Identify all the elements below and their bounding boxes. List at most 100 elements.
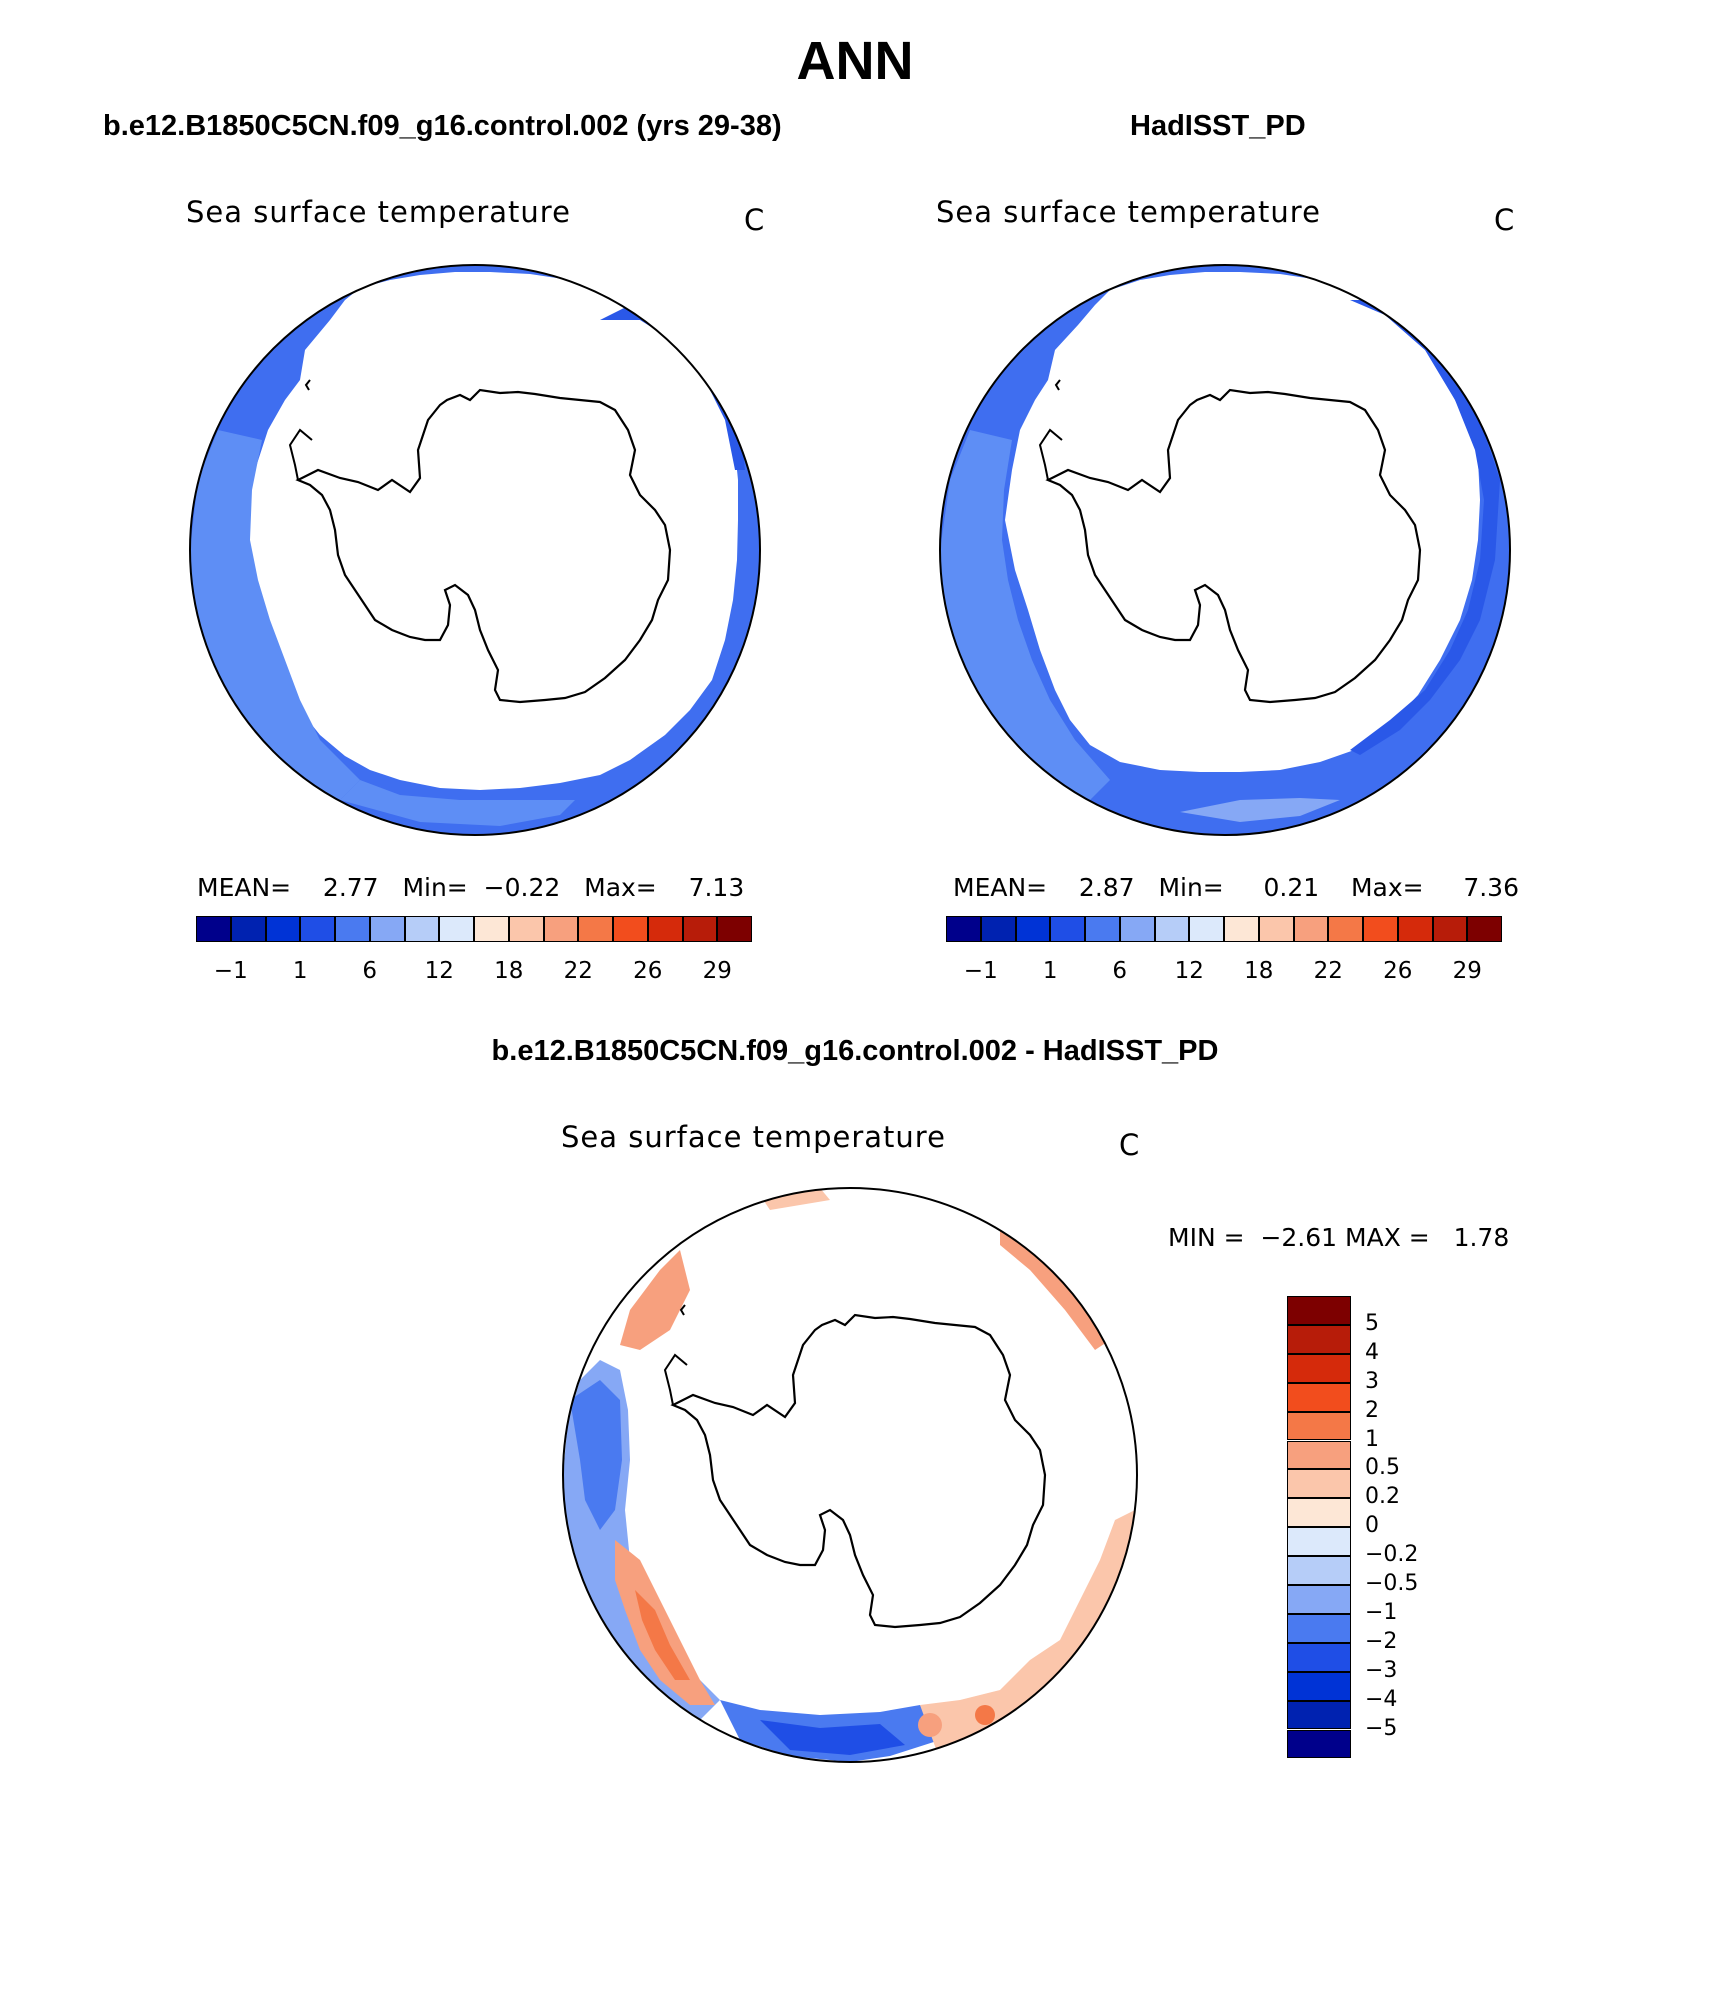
diff-colorbar-box [1287,1353,1351,1383]
panel2-stats: MEAN= 2.87 Min= 0.21 Max= 7.36 [953,873,1519,902]
diff-colorbar-box [1287,1382,1351,1412]
panel1-variable-title: Sea surface temperature [186,195,571,229]
panel1-mean-label: MEAN= [197,873,292,902]
panel2-min-value: 0.21 [1263,873,1320,902]
panel1-colorbar-box [543,916,579,942]
panel2-colorbar-box [1258,916,1294,942]
panel1-colorbar-label: 22 [563,958,593,984]
panel1-colorbar-label: 1 [292,958,308,984]
panel2-colorbar-label: 26 [1383,958,1413,984]
panel2-max-value: 7.36 [1463,873,1519,902]
diff-positive-north-west [620,1250,690,1350]
panel1-case-title: b.e12.B1850C5CN.f09_g16.control.002 (yrs… [103,110,782,142]
panel1-colorbar-label: −1 [213,958,248,984]
panel1-colorbar-box [508,916,544,942]
diff-colorbar-label: 3 [1365,1368,1379,1394]
panel1-min-value: −0.22 [483,873,561,902]
panel2-colorbar-box [1154,916,1190,942]
panel1-colorbar-box [230,916,266,942]
diff-min-label: MIN = [1168,1223,1245,1252]
panel2-antarctica-coastline [1045,388,1422,704]
panel1-mean-value: 2.77 [322,873,379,902]
panel1-max-label: Max= [584,873,657,902]
panel1-colorbar-label: 6 [362,958,378,984]
panel1-colorbar-box [196,916,231,942]
panel2-island [1054,379,1061,391]
panel1-peninsula-coastline [288,428,313,481]
diff-colorbar-box [1287,1324,1351,1354]
panel1-colorbar-label: 26 [633,958,663,984]
panel2-cold-patch [1350,300,1500,755]
diff-max-label: MAX = [1345,1223,1430,1252]
panel1-colorbar-box [474,916,509,942]
diff-positive-core [635,1590,690,1680]
panel2-colorbar-label: 6 [1112,958,1128,984]
panel1-colorbar: −1 1 6 12 18 22 26 29 [196,916,752,986]
diff-stats: MIN = −2.61 MAX = 1.78 [1168,1223,1509,1252]
diff-colorbar-box [1287,1642,1351,1672]
panel2-min-label: Min= [1158,873,1224,902]
panel2-colorbar-label: −1 [963,958,998,984]
panel2-peninsula-coastline [1038,428,1063,481]
panel1-warm-band [190,430,360,800]
diff-colorbar-box [1287,1671,1351,1701]
panel1-colorbar-box [404,916,440,942]
main-title: ANN [796,31,914,91]
panel1-colorbar-box [369,916,405,942]
diff-max-value: 1.78 [1453,1223,1510,1252]
panel2-warm-band-2 [1180,798,1340,822]
diff-colorbar-box [1287,1700,1351,1730]
diff-variable-title: Sea surface temperature [561,1120,946,1154]
panel2-variable-title: Sea surface temperature [936,195,1321,229]
diff-negative-west-dark [570,1380,622,1530]
panel2-colorbar-label: 12 [1174,958,1204,984]
diff-colorbar-label: 1 [1365,1426,1379,1452]
panel2-colorbar-label: 18 [1244,958,1274,984]
panel2-colorbar-box [1363,916,1398,942]
diff-colorbar-box [1287,1411,1351,1441]
panel2-colorbar-box [1015,916,1051,942]
panel2-colorbar: −1 1 6 12 18 22 26 29 [946,916,1502,986]
diff-colorbar-box [1287,1556,1351,1585]
panel1-colorbar-box [335,916,370,942]
panel2-colorbar-box [1050,916,1085,942]
diff-colorbar-label: 0.5 [1365,1455,1400,1481]
panel1-colorbar-box [578,916,613,942]
panel1-colorbar-label: 12 [424,958,454,984]
diff-colorbar-box [1287,1729,1351,1759]
diff-title: b.e12.B1850C5CN.f09_g16.control.002 - Ha… [491,1035,1219,1067]
panel1-min-label: Min= [402,873,468,902]
diff-colorbar-box [1287,1613,1351,1643]
diff-colorbar-box [1287,1585,1351,1614]
diff-colorbar-label: −0.5 [1365,1571,1419,1596]
panel2-colorbar-box [946,916,981,942]
panel2-colorbar-label: 29 [1452,958,1482,984]
diff-colorbar-label: −5 [1365,1715,1398,1741]
panel2-colorbar-box [1293,916,1329,942]
panel2-warm-band [940,430,1110,800]
panel1-colorbar-box [613,916,648,942]
diff-negative-south-dark [760,1720,905,1755]
diff-colorbar-label: 0.2 [1365,1484,1400,1510]
panel2-units: C [1494,203,1515,237]
panel2-colorbar-box [1085,916,1120,942]
diff-positive-north-east [1000,1225,1110,1350]
panel2-colorbar-box [1189,916,1224,942]
diff-colorbar-label: 5 [1365,1310,1379,1336]
panel1-antarctica-coastline [295,388,672,704]
panel1-colorbar-box [439,916,474,942]
panel1-max-value: 7.13 [688,873,745,902]
panel2-colorbar-label: 22 [1313,958,1343,984]
panel2-colorbar-box [1432,916,1468,942]
panel1-colorbar-box [682,916,718,942]
diff-colorbar-box [1287,1469,1351,1499]
panel2-max-label: Max= [1350,873,1424,902]
diff-colorbar-label: 2 [1365,1397,1379,1423]
panel2-mean-value: 2.87 [1078,873,1135,902]
panel1-map-border [189,264,761,836]
diff-positive-blob-2 [975,1705,995,1725]
panel1-colorbar-box [647,916,683,942]
